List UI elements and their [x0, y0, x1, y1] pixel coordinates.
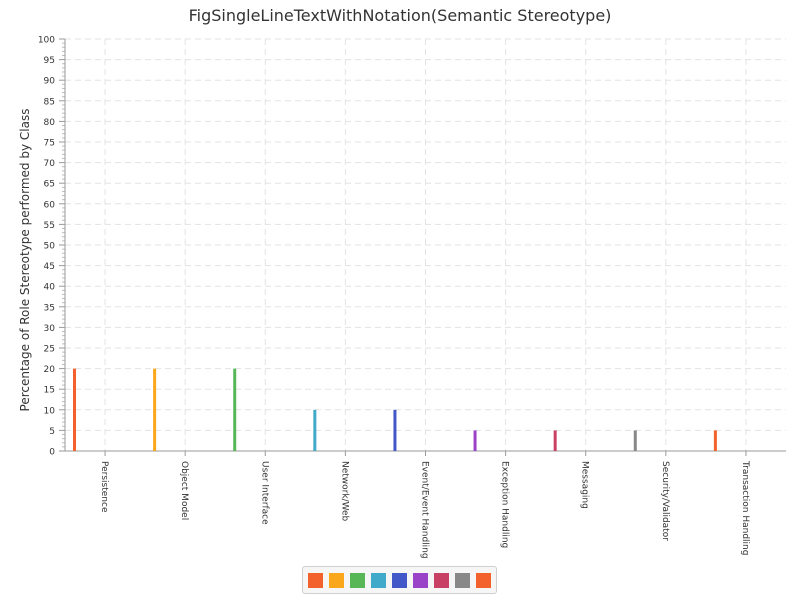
- x-tick-label: Object Model: [179, 461, 189, 520]
- y-tick-label: 25: [44, 345, 55, 355]
- bar: [153, 368, 157, 451]
- bar: [553, 430, 557, 451]
- legend-swatch: [434, 572, 449, 588]
- bar: [633, 430, 637, 451]
- legend-swatch: [308, 572, 323, 588]
- legend-swatch: [476, 572, 491, 588]
- y-tick-label: 35: [44, 303, 55, 313]
- y-tick-label: 75: [44, 139, 55, 149]
- x-tick-label: User Interface: [259, 461, 269, 525]
- bar: [473, 430, 477, 451]
- bar: [73, 368, 76, 451]
- bar: [713, 430, 717, 451]
- y-tick-label: 0: [49, 448, 55, 458]
- y-tick-label: 40: [44, 283, 56, 293]
- legend-swatch: [350, 572, 365, 588]
- x-tick-label: Transaction Handling: [740, 460, 750, 555]
- y-tick-label: 20: [44, 365, 56, 375]
- y-tick-label: 90: [44, 77, 56, 87]
- chart-title: FigSingleLineTextWithNotation(Semantic S…: [188, 6, 612, 25]
- y-tick-label: 70: [44, 159, 56, 169]
- y-tick-label: 15: [44, 386, 55, 396]
- y-tick-label: 50: [44, 242, 56, 252]
- y-tick-label: 55: [44, 221, 55, 231]
- y-tick-label: 10: [44, 406, 56, 416]
- chart-legend: [302, 566, 497, 594]
- y-tick-label: 95: [44, 56, 55, 66]
- legend-swatch: [371, 572, 386, 588]
- y-tick-label: 65: [44, 180, 55, 190]
- legend-swatch: [392, 572, 407, 588]
- legend-swatch: [413, 572, 428, 588]
- x-tick-label: Security/Validator: [660, 461, 670, 541]
- x-tick-label: Persistence: [99, 461, 109, 513]
- x-tick-label: Network/Web: [339, 461, 349, 522]
- legend-swatch: [455, 572, 470, 588]
- x-tick-label: Messaging: [580, 461, 590, 509]
- y-tick-label: 45: [44, 262, 55, 272]
- x-tick-label: Exception Handling: [500, 461, 510, 548]
- x-tick-label: Event/Event Handling: [420, 461, 430, 559]
- legend-swatch: [329, 572, 344, 588]
- y-tick-label: 85: [44, 97, 55, 107]
- y-tick-label: 80: [44, 118, 56, 128]
- y-tick-label: 5: [49, 427, 55, 437]
- y-tick-label: 100: [38, 36, 55, 46]
- bar: [313, 409, 317, 451]
- bar: [393, 409, 397, 451]
- y-tick-label: 30: [44, 324, 56, 334]
- y-tick-label: 60: [44, 200, 56, 210]
- bar: [233, 368, 237, 451]
